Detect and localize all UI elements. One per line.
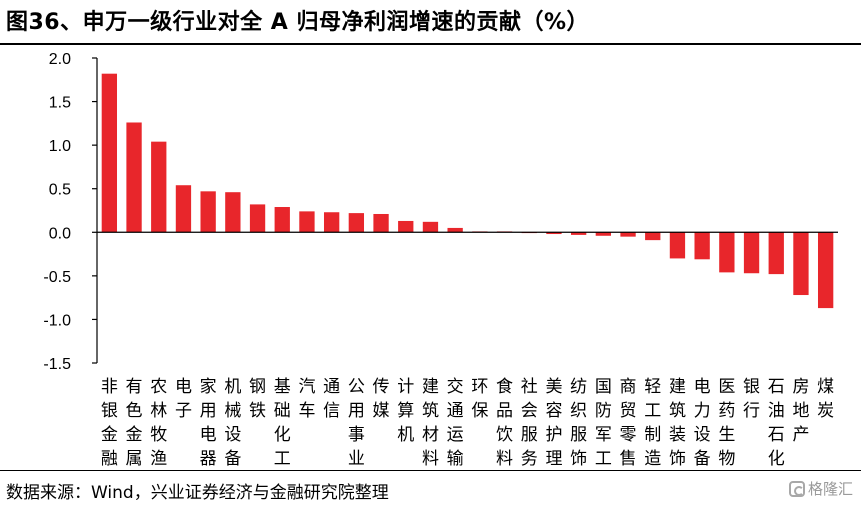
bar-18: [546, 232, 562, 235]
bar-20: [595, 232, 612, 236]
bar-14: [447, 227, 463, 233]
category-label-18: 美容护理: [545, 377, 562, 469]
category-label-10: 公用事业: [348, 377, 365, 469]
category-label-0: 非银金融: [101, 377, 118, 469]
category-label-28: 房地产: [792, 377, 809, 445]
bar-0: [101, 73, 118, 233]
category-labels: 非银金融有色金属农林牧渔电子家用电器机械设备钢铁基础化工汽车通信公用事业传媒计算…: [101, 377, 834, 469]
y-tick-label: -1.0: [43, 312, 71, 329]
watermark: 格隆汇: [788, 478, 853, 499]
category-label-5: 机械设备: [224, 377, 241, 469]
bar-6: [249, 204, 266, 233]
y-tick-label: 1.0: [49, 138, 71, 155]
y-tick-label: 2.0: [49, 51, 71, 68]
y-tick-label: 1.5: [49, 95, 71, 112]
bar-28: [793, 232, 809, 296]
category-label-22: 轻工制造: [644, 377, 661, 469]
chart-title: 图36、申万一级行业对全 A 归母净利润增速的贡献（%）: [6, 10, 590, 35]
watermark-text: 格隆汇: [807, 480, 853, 498]
bar-8: [299, 211, 315, 233]
category-label-7: 基础化工: [274, 377, 291, 469]
category-label-3: 电子: [175, 377, 192, 421]
category-label-26: 银行: [743, 377, 760, 421]
bar-chart: 2.0 1.5 1.0 0.5 0.0 -0.5 -1.0 -1.5 非银金融有色金属农林牧渔…: [43, 51, 838, 469]
bar-12: [398, 220, 414, 233]
category-label-16: 食品饮料: [496, 377, 513, 469]
y-tick-label: -0.5: [43, 269, 71, 286]
bar-25: [719, 232, 735, 273]
bar-4: [200, 191, 216, 233]
category-label-21: 商贸零售: [620, 377, 637, 469]
y-tick-label: 0.0: [49, 225, 71, 242]
y-tick-label: 0.5: [49, 182, 71, 199]
category-label-11: 传媒: [373, 377, 390, 421]
source-divider: [0, 470, 861, 471]
category-label-8: 汽车: [298, 377, 315, 421]
category-label-2: 农林牧渔: [150, 377, 167, 469]
bar-10: [348, 213, 365, 233]
source-note: 数据来源：Wind，兴业证券经济与金融研究院整理: [6, 483, 389, 503]
bar-2: [151, 141, 167, 233]
category-label-23: 建筑装饰: [669, 377, 686, 469]
category-label-9: 通信: [323, 377, 340, 421]
category-label-25: 医药生物: [718, 377, 735, 469]
y-axis: 2.0 1.5 1.0 0.5 0.0 -0.5 -1.0 -1.5: [43, 51, 98, 373]
bar-9: [323, 212, 340, 233]
bar-13: [422, 221, 439, 233]
category-label-17: 社会服务: [521, 377, 538, 469]
bar-22: [645, 232, 661, 241]
bar-27: [768, 232, 784, 275]
category-label-4: 家用电器: [200, 377, 217, 469]
category-label-14: 交通运输: [447, 377, 464, 469]
category-label-24: 电力设备: [694, 377, 711, 469]
category-label-1: 有色金属: [126, 377, 143, 469]
bar-7: [274, 207, 290, 233]
category-label-29: 煤炭: [817, 377, 834, 421]
category-label-13: 建筑材料: [422, 377, 439, 469]
category-label-12: 计算机: [397, 377, 414, 445]
bar-3: [175, 185, 192, 233]
bar-24: [694, 232, 710, 260]
category-label-20: 国防军工: [595, 377, 612, 469]
bar-21: [620, 232, 636, 237]
category-label-27: 石油石化: [768, 377, 785, 469]
title-divider: [0, 43, 861, 45]
bar-5: [225, 192, 241, 233]
watermark-logo-icon: [788, 480, 805, 497]
bar-26: [743, 232, 760, 274]
category-label-6: 钢铁: [249, 377, 266, 421]
bar-23: [669, 232, 686, 259]
bar-11: [373, 213, 389, 233]
bar-19: [570, 232, 587, 235]
category-label-15: 环保: [471, 377, 488, 421]
bars: [101, 73, 834, 309]
bar-1: [126, 122, 142, 233]
bar-29: [817, 232, 834, 309]
category-label-19: 纺织服饰: [570, 377, 587, 469]
y-tick-label: -1.5: [43, 356, 71, 373]
